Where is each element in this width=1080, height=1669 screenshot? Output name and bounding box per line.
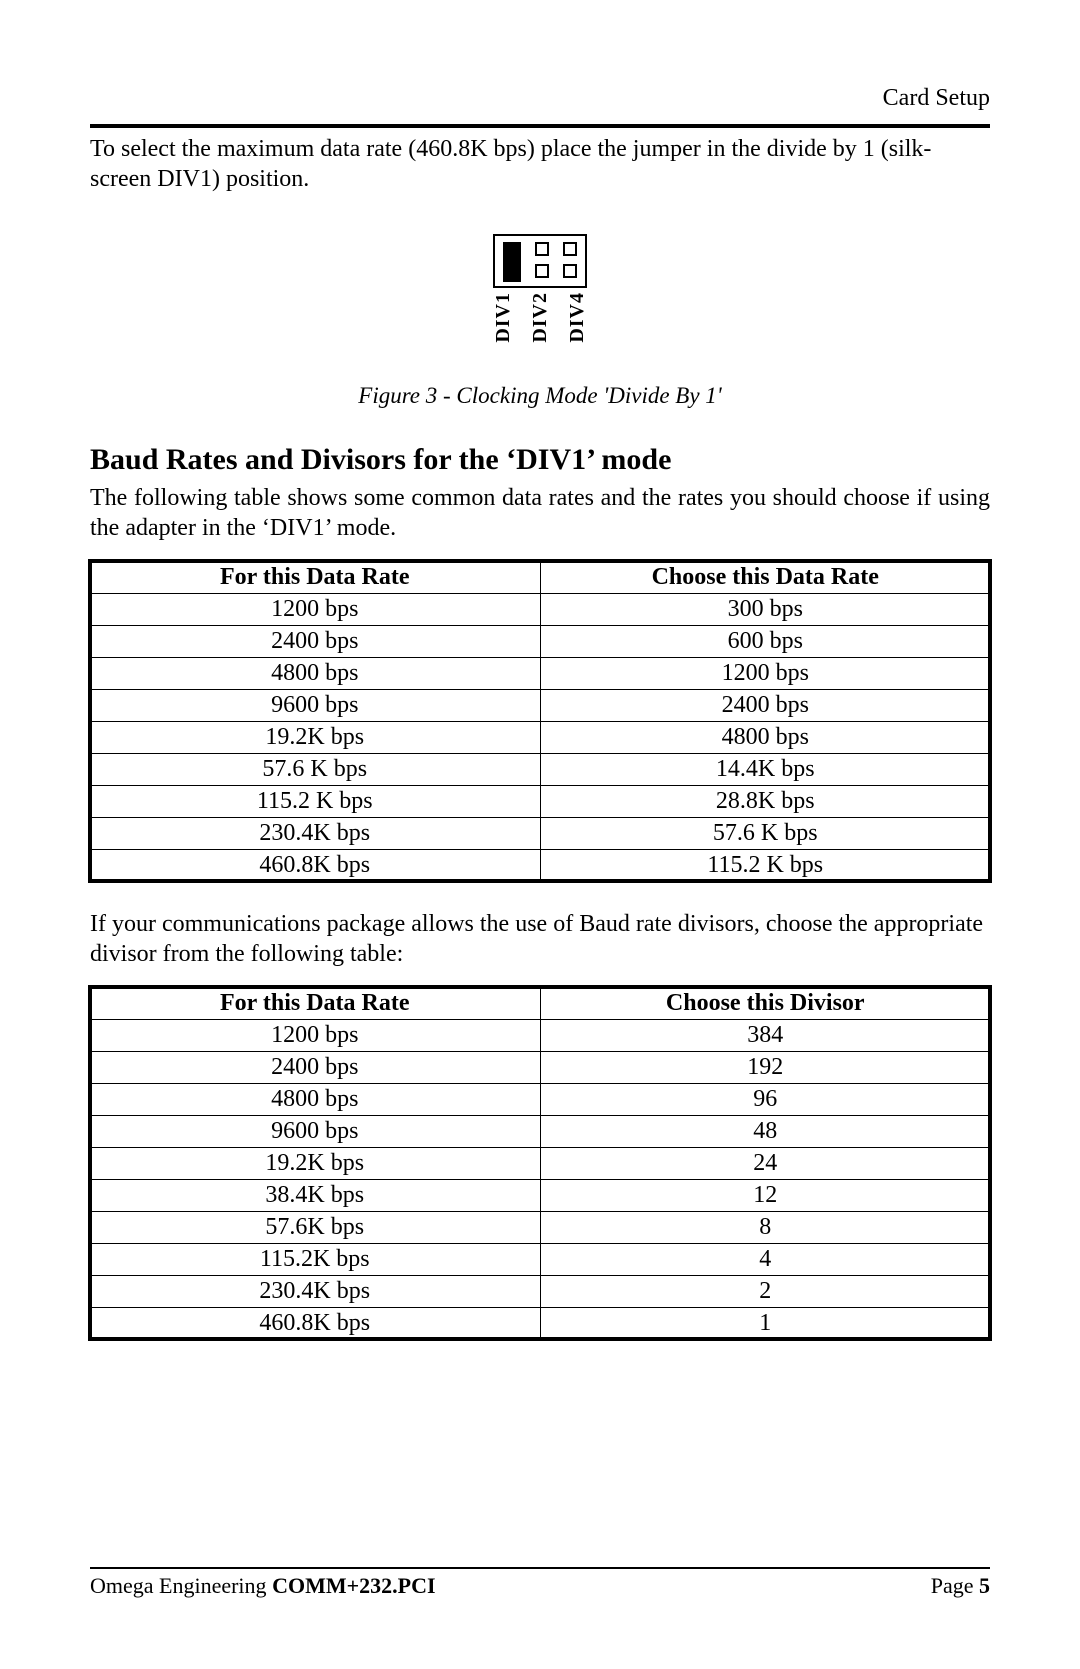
table-cell: 38.4K bps: [90, 1179, 540, 1211]
table-cell: 192: [540, 1051, 990, 1083]
table-row: 115.2K bps4: [90, 1243, 990, 1275]
mid-paragraph: If your communications package allows th…: [90, 909, 990, 969]
table-row: 460.8K bps115.2 K bps: [90, 849, 990, 881]
table-cell: 115.2 K bps: [540, 849, 990, 881]
table-cell: 57.6 K bps: [540, 817, 990, 849]
table-cell: 230.4K bps: [90, 817, 540, 849]
table-cell: 24: [540, 1147, 990, 1179]
jumper-div2-pins: [535, 242, 549, 278]
footer-left: Omega Engineering COMM+232.PCI: [90, 1573, 436, 1599]
table-cell: 230.4K bps: [90, 1275, 540, 1307]
intro-paragraph: To select the maximum data rate (460.8K …: [90, 134, 990, 194]
table-row: 230.4K bps2: [90, 1275, 990, 1307]
table-row: 19.2K bps24: [90, 1147, 990, 1179]
table-cell: 19.2K bps: [90, 1147, 540, 1179]
header-section: Card Setup: [883, 85, 990, 112]
table-row: 9600 bps2400 bps: [90, 689, 990, 721]
table-cell: 8: [540, 1211, 990, 1243]
table-row: 9600 bps48: [90, 1115, 990, 1147]
footer-product: COMM+232.PCI: [272, 1573, 435, 1598]
jumper-label-div2: DIV2: [529, 292, 552, 343]
jumper-label-div1: DIV1: [492, 292, 515, 343]
table-cell: 300 bps: [540, 593, 990, 625]
table-cell: 14.4K bps: [540, 753, 990, 785]
table-cell: 600 bps: [540, 625, 990, 657]
table2-col1: Choose this Divisor: [540, 987, 990, 1019]
table1-col1: Choose this Data Rate: [540, 561, 990, 593]
table-cell: 57.6K bps: [90, 1211, 540, 1243]
footer-page-label: Page: [931, 1573, 979, 1598]
jumper-block: [493, 234, 587, 288]
table-cell: 1200 bps: [90, 1019, 540, 1051]
table-cell: 9600 bps: [90, 689, 540, 721]
table-cell: 57.6 K bps: [90, 753, 540, 785]
table-header-row: For this Data Rate Choose this Divisor: [90, 987, 990, 1019]
footer-rule: [90, 1567, 990, 1569]
top-rule: [90, 124, 990, 128]
jumper-div4-pins: [563, 242, 577, 278]
figure-caption: Figure 3 - Clocking Mode 'Divide By 1': [90, 383, 990, 409]
table-cell: 4800 bps: [90, 657, 540, 689]
table-cell: 4: [540, 1243, 990, 1275]
divisor-table: For this Data Rate Choose this Divisor 1…: [90, 987, 990, 1339]
table-row: 1200 bps300 bps: [90, 593, 990, 625]
table-cell: 96: [540, 1083, 990, 1115]
table-row: 57.6 K bps14.4K bps: [90, 753, 990, 785]
table-cell: 9600 bps: [90, 1115, 540, 1147]
page-footer: Omega Engineering COMM+232.PCI Page 5: [90, 1567, 990, 1599]
data-rate-table: For this Data Rate Choose this Data Rate…: [90, 561, 990, 881]
table-cell: 2400 bps: [90, 1051, 540, 1083]
jumper-label-div4: DIV4: [566, 292, 589, 343]
table1-col0: For this Data Rate: [90, 561, 540, 593]
table-row: 57.6K bps8: [90, 1211, 990, 1243]
table-row: 230.4K bps57.6 K bps: [90, 817, 990, 849]
table-cell: 4800 bps: [540, 721, 990, 753]
table-row: 1200 bps384: [90, 1019, 990, 1051]
table-cell: 460.8K bps: [90, 1307, 540, 1339]
table-cell: 12: [540, 1179, 990, 1211]
table-row: 115.2 K bps28.8K bps: [90, 785, 990, 817]
table-cell: 1: [540, 1307, 990, 1339]
table-cell: 2: [540, 1275, 990, 1307]
table-row: 38.4K bps12: [90, 1179, 990, 1211]
table-cell: 1200 bps: [90, 593, 540, 625]
table-header-row: For this Data Rate Choose this Data Rate: [90, 561, 990, 593]
jumper-figure: DIV1 DIV2 DIV4: [90, 234, 990, 343]
footer-right: Page 5: [931, 1573, 990, 1599]
table-row: 4800 bps1200 bps: [90, 657, 990, 689]
table-cell: 115.2K bps: [90, 1243, 540, 1275]
table-cell: 48: [540, 1115, 990, 1147]
table-cell: 2400 bps: [540, 689, 990, 721]
footer-vendor: Omega Engineering: [90, 1573, 272, 1598]
table-row: 2400 bps600 bps: [90, 625, 990, 657]
table-row: 19.2K bps4800 bps: [90, 721, 990, 753]
table-row: 460.8K bps1: [90, 1307, 990, 1339]
table-cell: 2400 bps: [90, 625, 540, 657]
section-paragraph: The following table shows some common da…: [90, 483, 990, 543]
table-cell: 28.8K bps: [540, 785, 990, 817]
table-cell: 115.2 K bps: [90, 785, 540, 817]
table-cell: 384: [540, 1019, 990, 1051]
table-cell: 19.2K bps: [90, 721, 540, 753]
table-cell: 4800 bps: [90, 1083, 540, 1115]
table-cell: 460.8K bps: [90, 849, 540, 881]
section-heading: Baud Rates and Divisors for the ‘DIV1’ m…: [90, 443, 990, 477]
table2-col0: For this Data Rate: [90, 987, 540, 1019]
table-row: 4800 bps96: [90, 1083, 990, 1115]
table-cell: 1200 bps: [540, 657, 990, 689]
table-row: 2400 bps192: [90, 1051, 990, 1083]
jumper-div1-selected: [503, 242, 521, 282]
footer-page-number: 5: [979, 1573, 990, 1598]
